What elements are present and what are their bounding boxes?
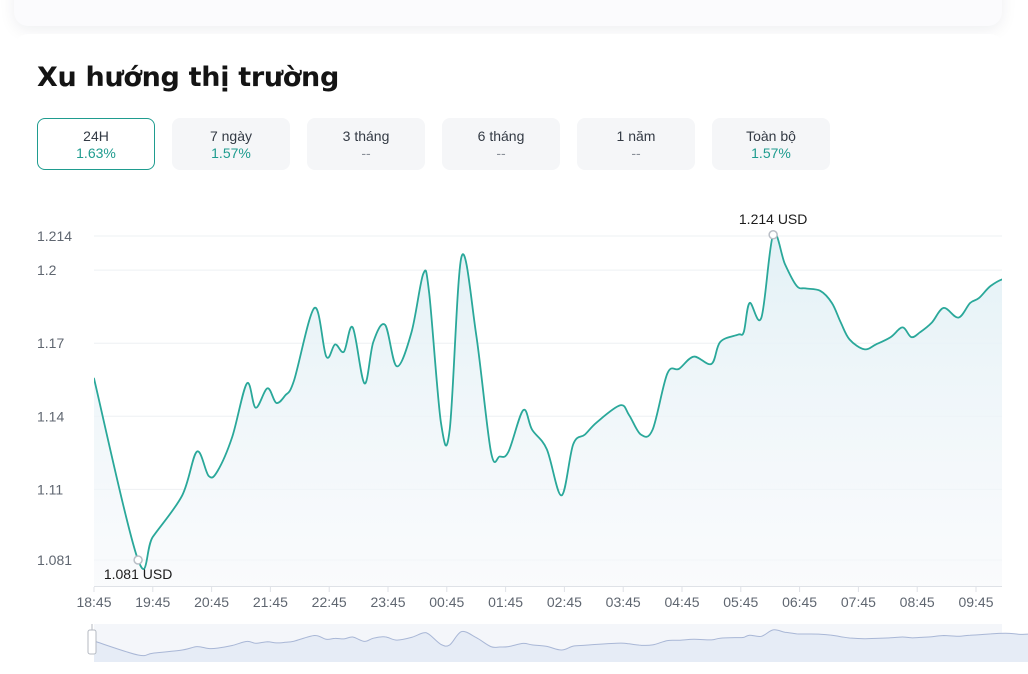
x-tick-label: 19:45: [135, 594, 170, 610]
x-tick-label: 08:45: [900, 594, 935, 610]
tab-label: 1 năm: [616, 128, 656, 144]
y-tick-label: 1.11: [37, 481, 63, 497]
tab-1-year[interactable]: 1 năm --: [577, 118, 695, 170]
y-tick-label: 1.14: [37, 408, 64, 424]
max-point-marker: [768, 230, 778, 240]
y-tick-label: 1.17: [37, 335, 64, 351]
tab-label: 3 tháng: [342, 128, 390, 144]
x-tick-label: 07:45: [841, 594, 876, 610]
range-navigator[interactable]: [87, 624, 1028, 662]
x-tick-label: 03:45: [606, 594, 641, 610]
tab-label: 6 tháng: [477, 128, 525, 144]
x-tick-label: 00:45: [429, 594, 464, 610]
tab-change: --: [631, 145, 641, 161]
x-tick-label: 09:45: [958, 594, 993, 610]
tab-change: --: [496, 145, 506, 161]
x-tick-label: 02:45: [547, 594, 582, 610]
x-tick-label: 05:45: [723, 594, 758, 610]
tab-3-months[interactable]: 3 tháng --: [307, 118, 425, 170]
x-tick-label: 20:45: [194, 594, 229, 610]
tab-change: 1.57%: [211, 145, 251, 161]
min-point-marker: [133, 555, 143, 565]
min-value-label: 1.081 USD: [104, 566, 172, 582]
tab-all-time[interactable]: Toàn bộ 1.57%: [712, 118, 830, 170]
tab-label: 24H: [83, 128, 109, 144]
y-tick-label: 1.2: [37, 262, 57, 278]
navigator-line: [93, 629, 1028, 657]
top-panel-edge: [14, 0, 1002, 26]
navigator-left-handle[interactable]: [87, 629, 97, 655]
x-tick-label: 22:45: [312, 594, 347, 610]
y-tick-label: 1.214: [37, 228, 72, 244]
price-area: [94, 233, 1002, 586]
tab-24h[interactable]: 24H 1.63%: [37, 118, 155, 170]
y-tick-label: 1.081: [37, 552, 72, 568]
tab-change: 1.57%: [751, 145, 791, 161]
price-line: [94, 232, 1002, 570]
tab-label: Toàn bộ: [746, 128, 796, 144]
x-tick-label: 06:45: [782, 594, 817, 610]
navigator-area: [94, 629, 1028, 662]
x-tick-label: 04:45: [664, 594, 699, 610]
x-tick-label: 18:45: [76, 594, 111, 610]
tab-6-months[interactable]: 6 tháng --: [442, 118, 560, 170]
page-title: Xu hướng thị trường: [37, 62, 340, 93]
x-tick-label: 01:45: [488, 594, 523, 610]
tab-change: --: [361, 145, 371, 161]
tab-change: 1.63%: [76, 145, 116, 161]
max-value-label: 1.214 USD: [739, 211, 807, 227]
tab-7-days[interactable]: 7 ngày 1.57%: [172, 118, 290, 170]
x-tick-label: 21:45: [253, 594, 288, 610]
x-tick-label: 23:45: [370, 594, 405, 610]
tab-label: 7 ngày: [209, 128, 253, 144]
